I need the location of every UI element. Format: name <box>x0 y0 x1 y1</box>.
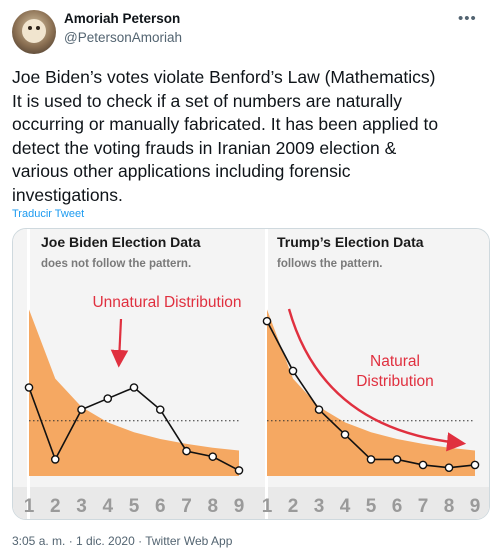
x-tick-label: 3 <box>76 496 87 517</box>
data-point <box>340 430 350 439</box>
translate-tweet-link[interactable]: Traducir Tweet <box>12 208 85 220</box>
data-point <box>129 383 139 392</box>
x-tick-label: 6 <box>392 496 403 517</box>
panel-divider <box>27 229 30 519</box>
x-tick-label: 6 <box>155 496 166 517</box>
x-tick-label: 7 <box>418 496 429 517</box>
data-point <box>314 405 324 414</box>
tweet-line: It is used to check if a set of numbers … <box>12 90 403 111</box>
data-point <box>182 446 191 456</box>
data-point <box>262 316 272 326</box>
data-point <box>208 452 218 461</box>
data-point <box>470 460 480 470</box>
avatar-eye-left <box>28 26 32 30</box>
axis-band <box>13 487 489 519</box>
x-tick-label: 9 <box>234 496 245 517</box>
tweet-line: occurring or manually fabricated. It has… <box>12 114 439 134</box>
data-point <box>418 460 428 470</box>
x-tick-label: 4 <box>340 496 351 517</box>
annotation-text: Distribution <box>356 373 434 390</box>
data-point <box>392 455 402 464</box>
x-tick-label: 9 <box>470 496 481 517</box>
x-tick-label: 7 <box>181 496 192 517</box>
avatar-face <box>22 19 46 43</box>
x-tick-label: 1 <box>262 496 273 517</box>
data-point <box>50 455 60 464</box>
tweet-meta: 3:05 a. m. · 1 dic. 2020 · Twitter Web A… <box>12 534 232 548</box>
chart-subtitle: follows the pattern. <box>277 258 382 270</box>
data-point <box>444 463 454 473</box>
data-point <box>155 405 165 414</box>
benford-area <box>267 309 475 476</box>
data-point <box>366 455 376 464</box>
annotation-text: Unnatural Distribution <box>92 294 241 311</box>
tweet-text: Joe Biden’s votes violate Benford’s Law … <box>12 66 492 207</box>
avatar[interactable] <box>12 10 56 54</box>
chart-title: Joe Biden Election Data <box>41 234 201 250</box>
avatar-eye-right <box>36 26 40 30</box>
data-point <box>288 366 298 376</box>
data-point <box>103 394 113 403</box>
x-tick-label: 8 <box>444 496 455 517</box>
tweet-source[interactable]: Twitter Web App <box>145 534 233 548</box>
chart-subtitle: does not follow the pattern. <box>41 258 191 270</box>
tweet-line: detect the voting frauds in Iranian 2009… <box>12 137 397 158</box>
annotation-arrow <box>110 318 129 368</box>
x-tick-label: 2 <box>288 496 299 517</box>
x-tick-label: 5 <box>129 496 140 517</box>
chart-title: Trump’s Election Data <box>277 234 424 250</box>
data-point <box>77 405 86 414</box>
tweet-image[interactable]: Joe Biden Election Data does not follow t… <box>12 228 490 520</box>
tweet-line: Joe Biden’s votes violate Benford’s Law … <box>12 67 436 87</box>
x-tick-label: 8 <box>207 496 218 517</box>
x-tick-label: 3 <box>314 496 325 517</box>
data-point <box>234 466 244 475</box>
tweet-line: various other applications including for… <box>12 161 351 181</box>
x-tick-label: 2 <box>50 496 61 517</box>
tweet-timestamp[interactable]: 3:05 a. m. · 1 dic. 2020 <box>12 534 135 548</box>
more-options-icon[interactable]: ••• <box>458 10 477 27</box>
x-tick-label: 5 <box>366 496 377 517</box>
panel-divider <box>265 229 268 519</box>
data-point <box>24 383 34 392</box>
author-handle[interactable]: @PetersonAmoriah <box>64 30 183 45</box>
meta-separator: · <box>138 534 146 548</box>
tweet-line: investigations. <box>12 184 123 205</box>
annotation-arrow <box>287 308 467 452</box>
annotation-text: Natural <box>370 353 420 370</box>
author-name[interactable]: Amoriah Peterson <box>64 11 181 26</box>
benford-charts: Joe Biden Election Data does not follow t… <box>13 229 489 519</box>
x-tick-label: 1 <box>24 496 35 517</box>
x-tick-label: 4 <box>102 496 113 517</box>
benford-area <box>29 309 239 476</box>
